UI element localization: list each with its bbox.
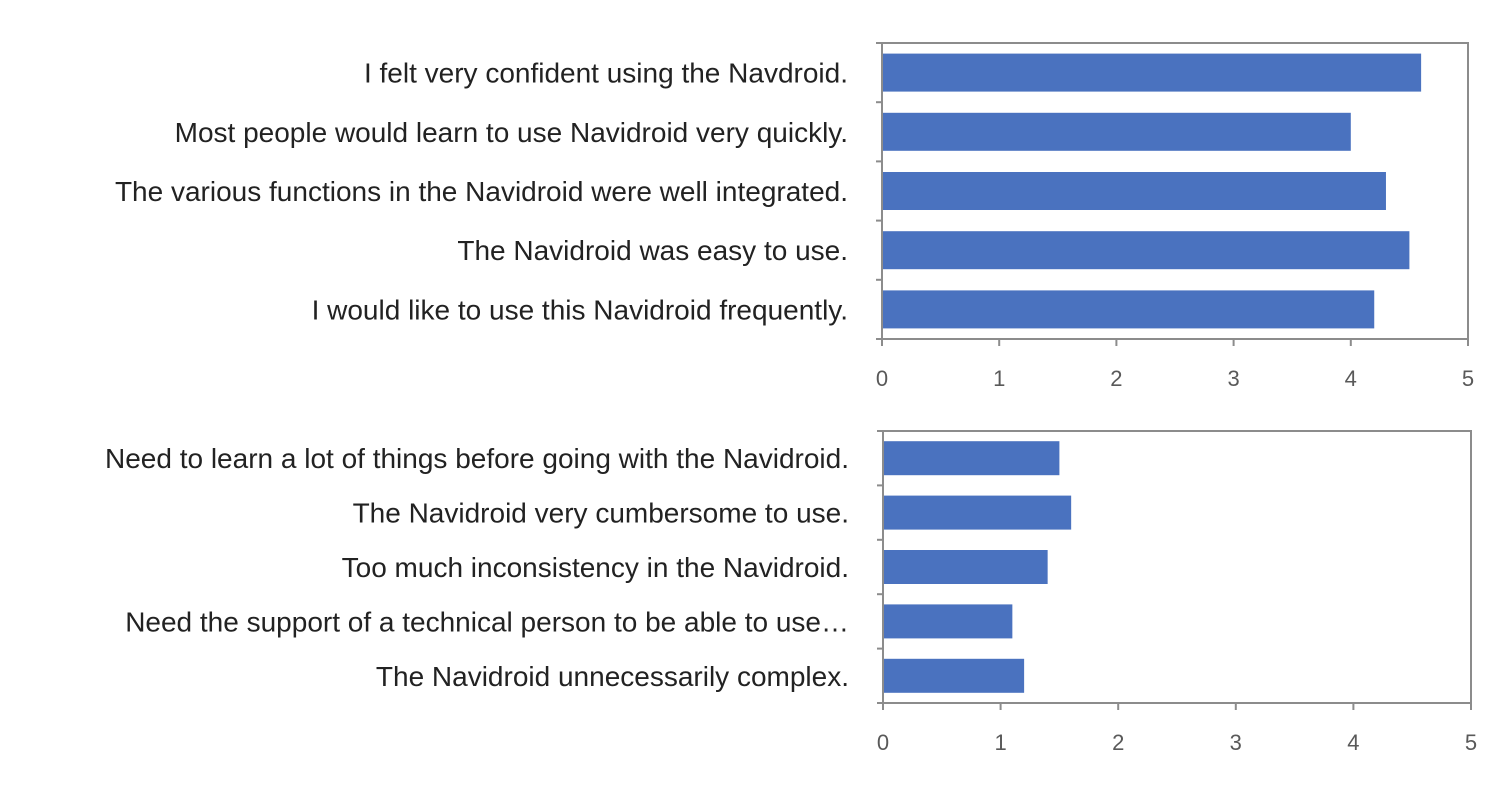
category-label: Too much inconsistency in the Navidroid. — [342, 552, 849, 583]
category-label: I felt very confident using the Navdroid… — [364, 58, 848, 89]
x-tick-label: 2 — [1110, 366, 1122, 391]
bar — [884, 550, 1048, 584]
bar — [884, 604, 1013, 639]
x-tick-label: 1 — [993, 366, 1005, 391]
x-tick-label: 3 — [1227, 366, 1239, 391]
category-label: Need to learn a lot of things before goi… — [105, 443, 849, 474]
category-label: The Navidroid very cumbersome to use. — [353, 498, 849, 529]
category-label: The various functions in the Navidroid w… — [115, 176, 848, 207]
x-tick-label: 3 — [1230, 730, 1242, 755]
bar — [883, 53, 1422, 92]
x-tick-label: 1 — [994, 730, 1006, 755]
bar — [883, 112, 1351, 151]
bar — [883, 172, 1386, 210]
bar — [883, 290, 1375, 329]
chart-2: 0 1 2 3 4 5 Need to learn a lot of things befo… — [105, 430, 1477, 755]
x-tick-label: 5 — [1465, 730, 1477, 755]
plot-area-border — [881, 42, 1469, 340]
x-tick-label: 0 — [877, 730, 889, 755]
chart-1: 0 1 2 3 4 5 I felt very confident using the Na… — [115, 42, 1474, 391]
category-label: The Navidroid was easy to use. — [457, 235, 848, 266]
bar — [884, 495, 1072, 530]
category-label: Need the support of a technical person t… — [125, 606, 849, 637]
x-tick-label: 0 — [876, 366, 888, 391]
bar — [884, 658, 1025, 693]
category-label: Most people would learn to use Navidroid… — [175, 117, 848, 148]
plot-area-border — [882, 430, 1472, 704]
x-tick-label: 4 — [1345, 366, 1357, 391]
bar — [883, 231, 1410, 270]
category-label: I would like to use this Navidroid frequ… — [312, 294, 848, 325]
x-tick-label: 2 — [1112, 730, 1124, 755]
category-label: The Navidroid unnecessarily complex. — [376, 661, 849, 692]
x-tick-label: 5 — [1462, 366, 1474, 391]
bar — [884, 441, 1060, 476]
x-tick-label: 4 — [1347, 730, 1359, 755]
